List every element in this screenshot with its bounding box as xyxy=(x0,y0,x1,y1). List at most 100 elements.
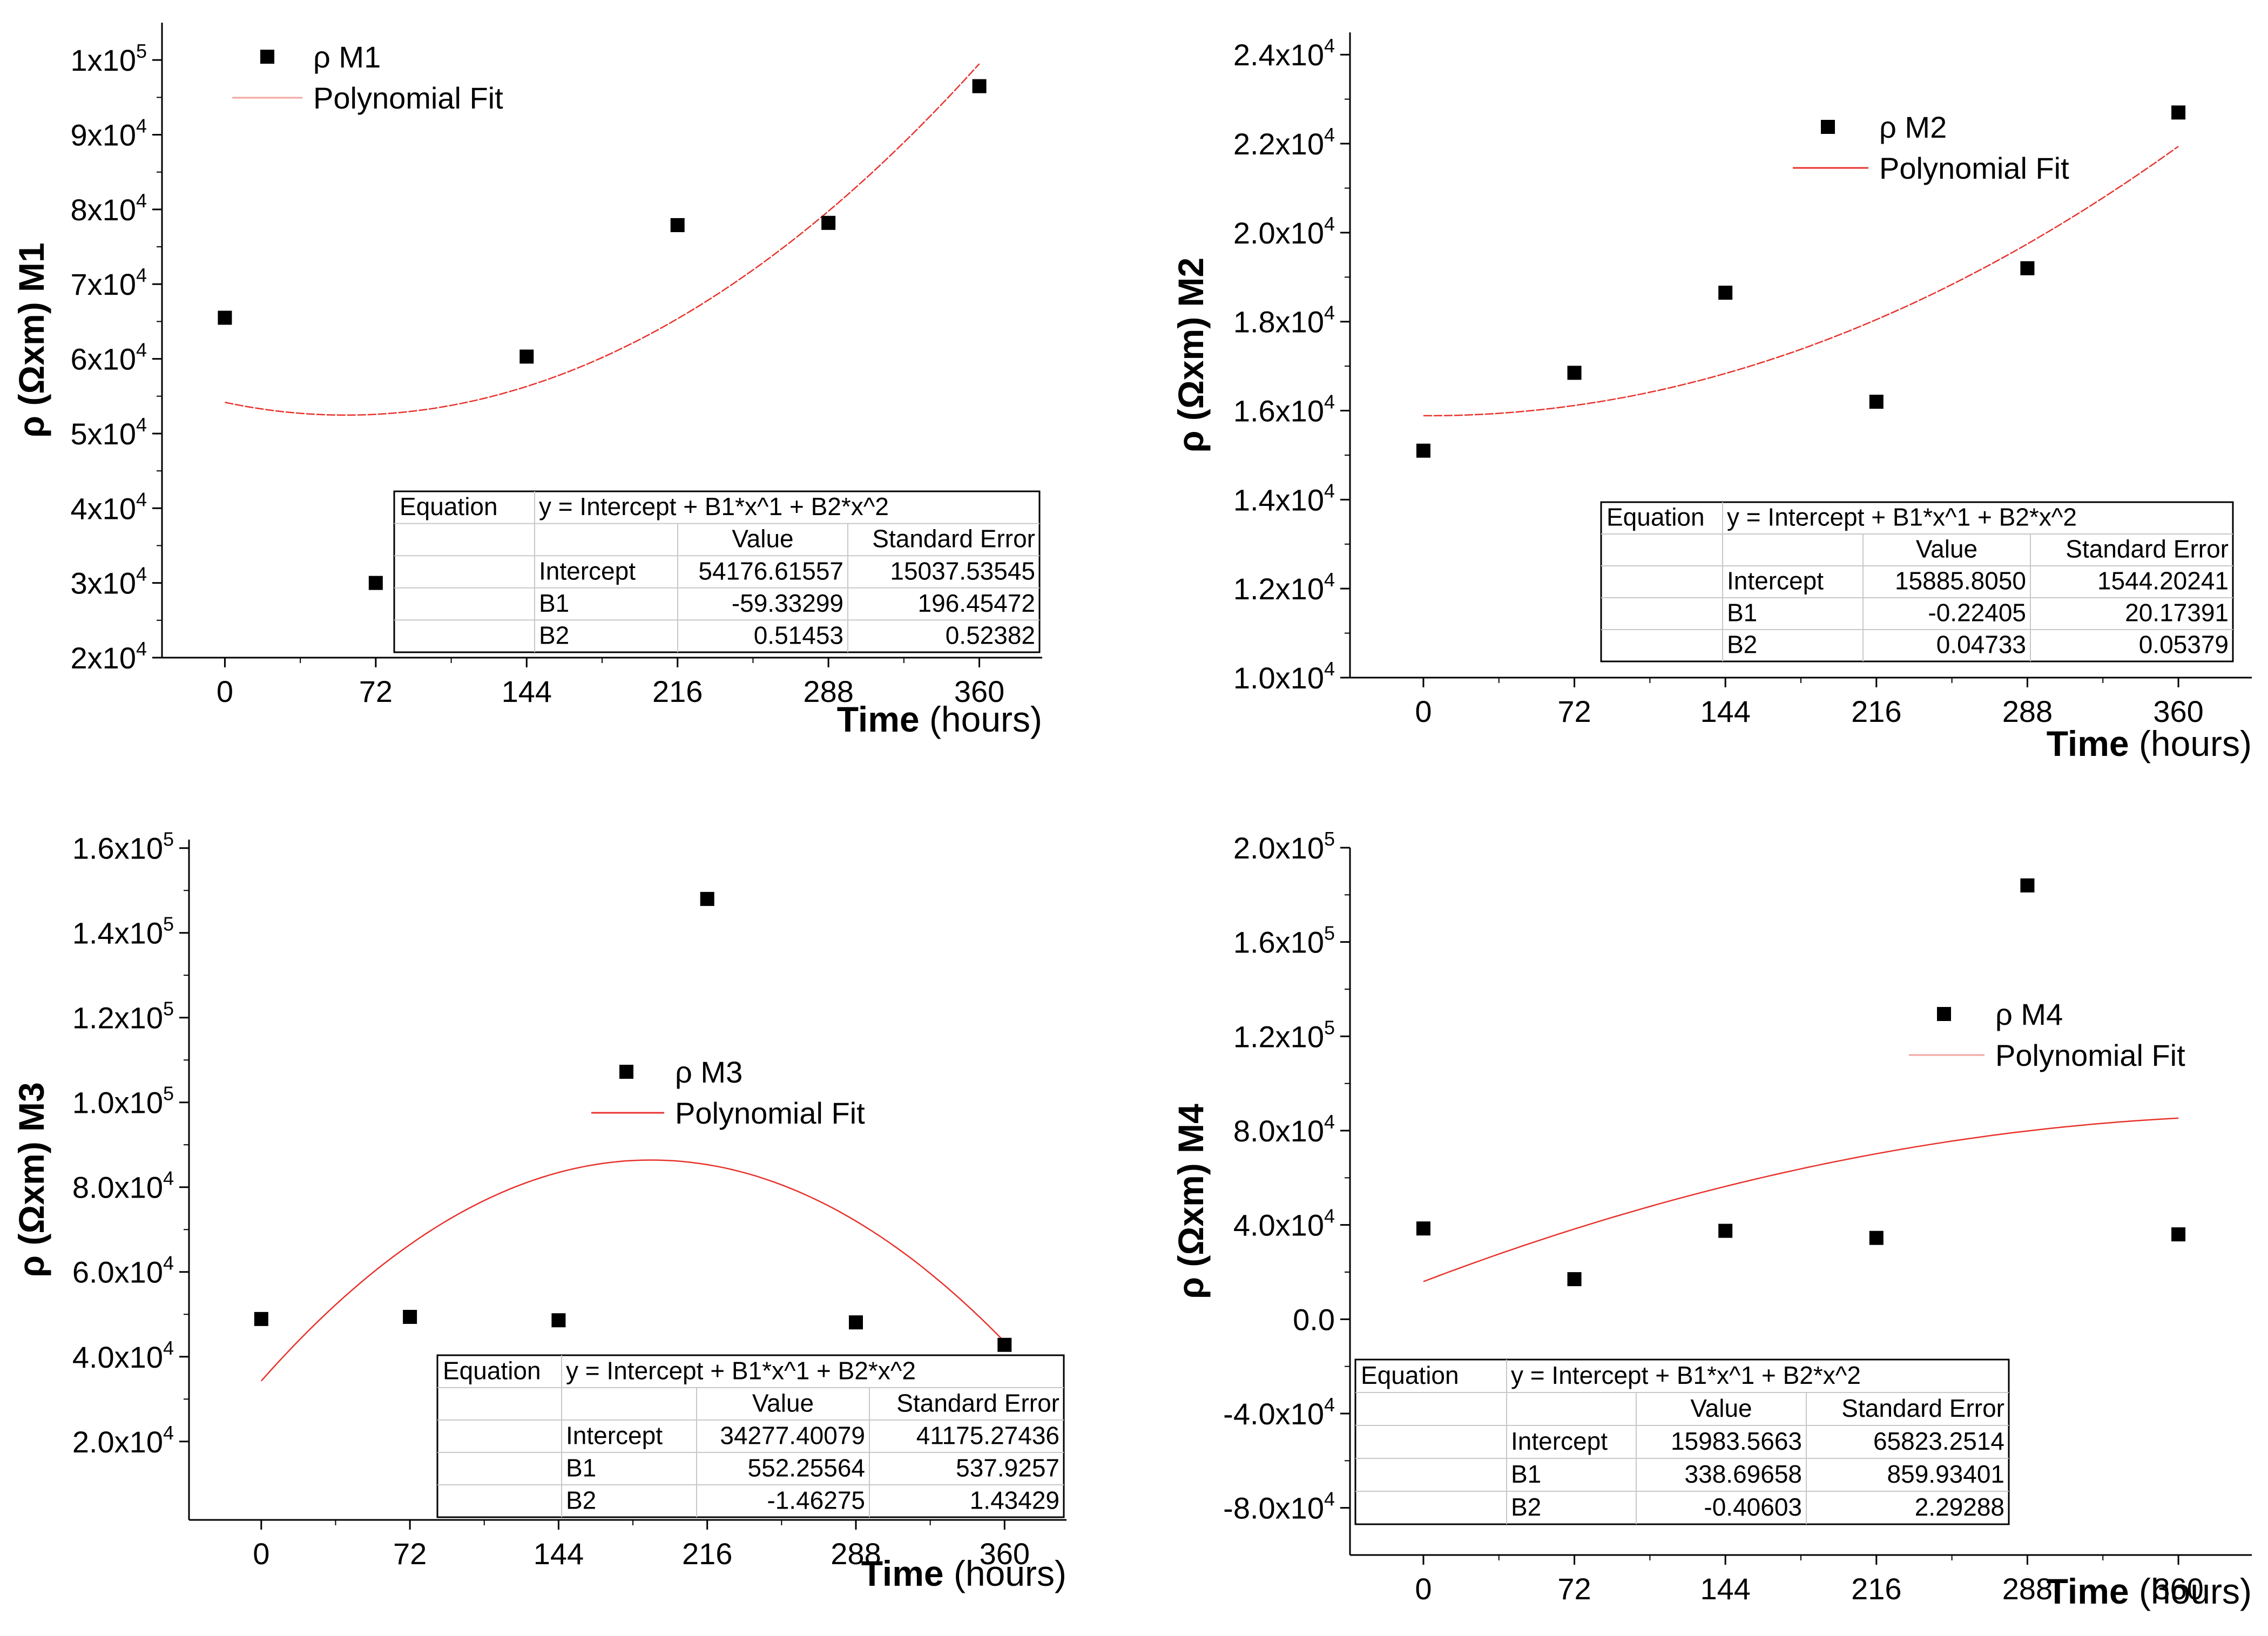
fit-table-header-value: Value xyxy=(1916,535,1977,563)
fit-table-value: 34277.40079 xyxy=(720,1421,865,1449)
data-point xyxy=(254,1311,268,1326)
y-tick-label: 2.0x104 xyxy=(72,1422,174,1459)
y-tick-label: 4x104 xyxy=(71,488,147,525)
fit-table: Equation y = Intercept + B1*x^1 + B2*x^2 V… xyxy=(1354,1358,2010,1525)
x-tick-label: 72 xyxy=(393,1537,427,1571)
x-axis-title: Time (hours) xyxy=(861,1553,1066,1593)
fit-table-value: 15885.8050 xyxy=(1895,567,2026,595)
fit-table-equation-label: Equation xyxy=(443,1356,541,1384)
data-point xyxy=(2171,105,2186,120)
y-tick-label: 1.8x104 xyxy=(1233,302,1335,339)
x-tick-label: 360 xyxy=(980,1537,1030,1571)
y-tick-label: -8.0x104 xyxy=(1223,1488,1335,1525)
x-tick-label: 72 xyxy=(1557,1572,1591,1606)
y-tick-label: 8.0x104 xyxy=(72,1167,174,1205)
data-point xyxy=(218,310,232,325)
fit-table-value: 552.25564 xyxy=(748,1454,865,1482)
y-tick-label: 1.0x105 xyxy=(72,1083,174,1120)
fit-table: Equation y = Intercept + B1*x^1 + B2*x^2 V… xyxy=(393,490,1041,653)
y-tick-label: 4.0x104 xyxy=(1233,1205,1335,1242)
fit-table-header-value: Value xyxy=(1690,1394,1752,1422)
x-tick-label: 144 xyxy=(502,674,552,708)
y-tick-label: 3x104 xyxy=(71,563,147,600)
data-point xyxy=(849,1315,863,1330)
fit-table-header-value: Value xyxy=(752,1389,814,1417)
data-point xyxy=(2020,261,2035,275)
polynomial-fit-line xyxy=(260,1159,1005,1382)
y-axis-title: ρ (Ωxm) M1 xyxy=(11,242,51,437)
data-point xyxy=(2020,878,2035,893)
fit-table-error: 0.05379 xyxy=(2139,631,2229,659)
fit-table-value: -0.22405 xyxy=(1928,599,2026,627)
y-tick-label: 1.4x104 xyxy=(1233,479,1335,517)
legend-label-data: ρ M4 xyxy=(1995,997,2063,1031)
legend-marker xyxy=(1821,120,1835,134)
fit-table-border xyxy=(1354,1358,2010,1525)
y-tick-label: 6.0x104 xyxy=(72,1252,174,1289)
legend-label-data: ρ M2 xyxy=(1879,110,1947,144)
fit-table-header-error: Standard Error xyxy=(2066,535,2229,563)
polynomial-fit-line xyxy=(1423,1117,2179,1282)
x-tick-label: 0 xyxy=(253,1537,269,1571)
legend-label-fit: Polynomial Fit xyxy=(1995,1038,2185,1072)
fit-table-value: 54176.61557 xyxy=(698,557,843,585)
fit-table-equation: y = Intercept + B1*x^1 + B2*x^2 xyxy=(1511,1361,1861,1389)
y-tick-label: 1.6x104 xyxy=(1233,391,1335,428)
chart-1: 2x104 3x104 4x104 5x104 6x104 7x104 8x104 9x104… xyxy=(11,23,1042,739)
data-point xyxy=(972,79,987,93)
fit-table-error: 1544.20241 xyxy=(2097,567,2229,595)
data-point xyxy=(551,1313,566,1328)
fit-table-param: Intercept xyxy=(539,557,636,585)
x-tick-label: 0 xyxy=(217,674,233,708)
fit-table-border xyxy=(393,490,1041,653)
x-tick-label: 288 xyxy=(2002,694,2053,728)
y-tick-label: 1x105 xyxy=(71,40,147,77)
fit-table-param: B2 xyxy=(566,1486,596,1514)
y-tick-label: 1.6x105 xyxy=(1233,922,1335,959)
fit-table-header-error: Standard Error xyxy=(1841,1394,2004,1422)
legend-label-data: ρ M1 xyxy=(313,40,381,74)
y-tick-label: 2x104 xyxy=(71,638,147,675)
x-tick-label: 216 xyxy=(652,674,703,708)
y-tick-label: 5x104 xyxy=(71,414,147,451)
fit-table-param: B1 xyxy=(539,589,569,617)
fit-table-border xyxy=(436,1354,1065,1518)
fit-table-error: 2.29288 xyxy=(1915,1493,2004,1521)
x-tick-label: 216 xyxy=(1851,1572,1901,1606)
x-tick-label: 72 xyxy=(1557,694,1591,728)
data-point xyxy=(1567,366,1582,380)
fit-table-value: -0.40603 xyxy=(1704,1493,1802,1521)
fit-table-param: B2 xyxy=(1727,631,1757,659)
polynomial-fit-line xyxy=(225,63,980,416)
fit-table-equation-label: Equation xyxy=(1606,503,1705,531)
y-tick-label: 1.2x105 xyxy=(1233,1016,1335,1053)
data-point xyxy=(1567,1272,1582,1287)
x-axis-title: Time (hours) xyxy=(2047,1571,2252,1611)
x-tick-label: 72 xyxy=(359,674,393,708)
data-point xyxy=(1869,395,1884,409)
y-tick-label: 0.0 xyxy=(1293,1302,1335,1336)
fit-table-value: 0.04733 xyxy=(1936,631,2026,659)
legend-marker xyxy=(260,50,274,64)
fit-table-error: 20.17391 xyxy=(2125,599,2229,627)
x-tick-label: 144 xyxy=(1700,1572,1750,1606)
y-tick-label: 2.0x105 xyxy=(1233,828,1335,865)
data-point xyxy=(997,1337,1012,1352)
x-tick-label: 216 xyxy=(1851,694,1901,728)
fit-table-param: B1 xyxy=(1511,1460,1541,1488)
y-tick-label: -4.0x104 xyxy=(1223,1394,1335,1431)
y-tick-label: 8.0x104 xyxy=(1233,1111,1335,1148)
data-point xyxy=(821,215,836,230)
fit-table-equation: y = Intercept + B1*x^1 + B2*x^2 xyxy=(539,492,889,520)
x-tick-label: 360 xyxy=(954,674,1004,708)
data-point xyxy=(519,349,534,364)
data-point xyxy=(1718,286,1733,300)
fit-table: Equation y = Intercept + B1*x^1 + B2*x^2 V… xyxy=(436,1354,1065,1518)
y-tick-label: 9x104 xyxy=(71,115,147,152)
x-tick-label: 288 xyxy=(803,674,853,708)
y-tick-label: 1.2x104 xyxy=(1233,569,1335,606)
fit-table-border xyxy=(1600,501,2234,662)
y-tick-label: 8x104 xyxy=(71,190,147,227)
data-point xyxy=(1416,443,1430,458)
fit-table-header-error: Standard Error xyxy=(872,525,1035,553)
